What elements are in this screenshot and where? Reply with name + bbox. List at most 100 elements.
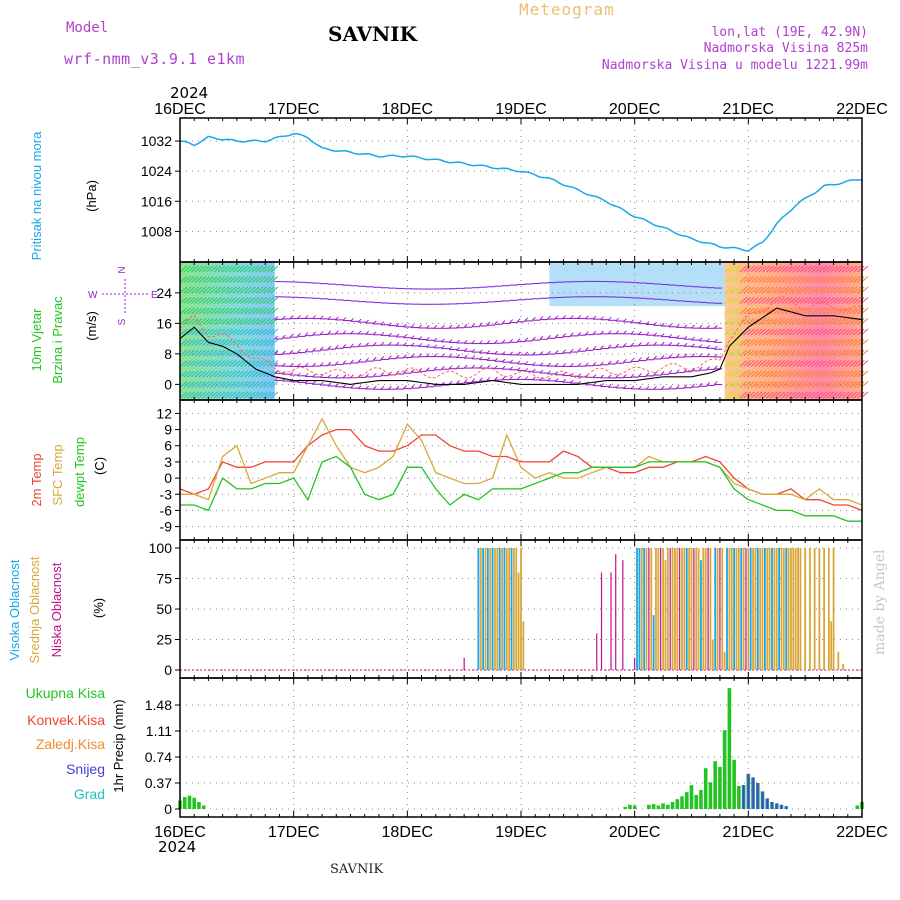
wind-barb: [179, 339, 188, 346]
cloud-bar-mid: [695, 548, 698, 670]
wind-barb-flag: [539, 335, 544, 340]
wind-barb: [724, 391, 732, 399]
wind-barb: [728, 370, 736, 378]
wind-barb: [819, 339, 827, 346]
wind-barb: [198, 297, 207, 304]
wind-barb: [236, 391, 245, 399]
wind-barb-flag: [615, 384, 620, 389]
wind-barb: [247, 276, 256, 283]
wind-barb-flag: [289, 371, 294, 376]
wind-barb: [221, 360, 230, 367]
cloud-bar-high: [778, 548, 781, 670]
wind-barb: [217, 318, 226, 325]
wind-barb: [202, 381, 211, 388]
wind-barb: [263, 328, 271, 336]
wind-barb: [819, 265, 827, 273]
wind-barb: [845, 307, 854, 315]
wind-barb-flag: [501, 376, 506, 380]
wind-barb-flag: [425, 353, 430, 357]
wind-barb: [187, 297, 195, 304]
wind-barb: [743, 360, 751, 367]
wind-barb: [187, 391, 195, 399]
wind-barb-flag: [463, 354, 468, 359]
wind-barb-flag: [675, 334, 680, 339]
cloud-bar-mid: [766, 548, 769, 670]
wind-barb: [777, 265, 786, 273]
wind-barb-flag: [547, 350, 551, 355]
wind-barb: [255, 339, 264, 346]
wind-barb-flag: [274, 362, 279, 367]
wind-barb-flag: [334, 361, 339, 365]
wind-barb: [826, 370, 835, 378]
y-tick-label: 6: [164, 438, 172, 454]
wind-barb: [830, 328, 839, 336]
wind-barb-flag: [592, 374, 597, 379]
wind-barb: [762, 265, 770, 273]
wind-barb: [739, 318, 748, 325]
wind-barb: [209, 360, 218, 367]
wind-barb: [826, 349, 835, 357]
wind-barb-flag: [562, 349, 567, 354]
wind-barb: [762, 297, 770, 304]
wind-barb: [728, 286, 736, 294]
wind-barb-flag: [532, 376, 536, 381]
wind-barb: [183, 370, 192, 378]
cloud-bar-mid: [794, 548, 797, 670]
y-tick-label: 75: [156, 571, 172, 587]
wind-barb-flag: [274, 335, 279, 340]
wind-barb: [845, 339, 854, 346]
wind-barb: [194, 391, 203, 399]
wind-barb-flag: [600, 374, 604, 379]
wind-barb: [834, 286, 842, 294]
wind-barb-flag: [319, 331, 324, 335]
precip-bar-rain: [197, 801, 201, 809]
wind-barb-flag: [388, 355, 392, 360]
x-tick-label-top: 22DEC: [836, 101, 888, 118]
wind-barb: [856, 297, 865, 304]
wind-barb-flag: [630, 342, 635, 347]
wind-barb: [739, 339, 748, 346]
wind-barb: [187, 381, 195, 388]
wind-barb-flag: [683, 368, 688, 373]
wind-barb: [826, 381, 835, 388]
wind-barb-flag: [418, 368, 423, 372]
wind-barb: [834, 339, 842, 346]
wind-barb: [236, 328, 245, 336]
wind-barb: [807, 349, 816, 357]
wind-barb: [263, 391, 271, 399]
cloud-bar-mid: [792, 548, 795, 670]
wind-barb: [750, 381, 759, 388]
precip-bar-snow-core: [771, 801, 773, 809]
cloud-bar-mid: [730, 548, 733, 670]
wind-barb: [747, 307, 755, 315]
cloud-bar-mid: [650, 548, 653, 670]
wind-barb: [743, 349, 751, 357]
wind-barb-flag: [281, 350, 286, 355]
wind-barb: [194, 339, 203, 346]
wind-barb: [815, 349, 823, 357]
wind-barb-flag: [509, 319, 513, 323]
credit-label: made by Angel: [872, 549, 888, 656]
wind-barb: [811, 391, 820, 399]
wind-barb: [247, 381, 256, 388]
wind-barb-flag: [592, 382, 597, 387]
wind-barb-flag: [289, 363, 294, 367]
wind-barb: [731, 370, 740, 378]
wind-barb: [206, 307, 214, 315]
wind-barb-flag: [547, 370, 551, 375]
wind-barb: [792, 360, 801, 367]
wind-barb: [251, 297, 260, 304]
pressure-line: [179, 132, 863, 252]
wind-barb: [784, 370, 793, 378]
wind-barb: [206, 370, 214, 378]
wind-barb-flag: [365, 373, 370, 378]
wind-barb: [263, 307, 271, 315]
wind-barb: [796, 381, 804, 388]
wind-barb-flag: [539, 369, 544, 374]
cloud-bar-high: [714, 548, 717, 670]
wind-barb: [236, 370, 245, 378]
wind-barb: [202, 276, 211, 283]
y-tick-label: 9: [164, 422, 172, 438]
wind-barb-flag: [441, 324, 445, 329]
wind-barb: [856, 391, 865, 399]
